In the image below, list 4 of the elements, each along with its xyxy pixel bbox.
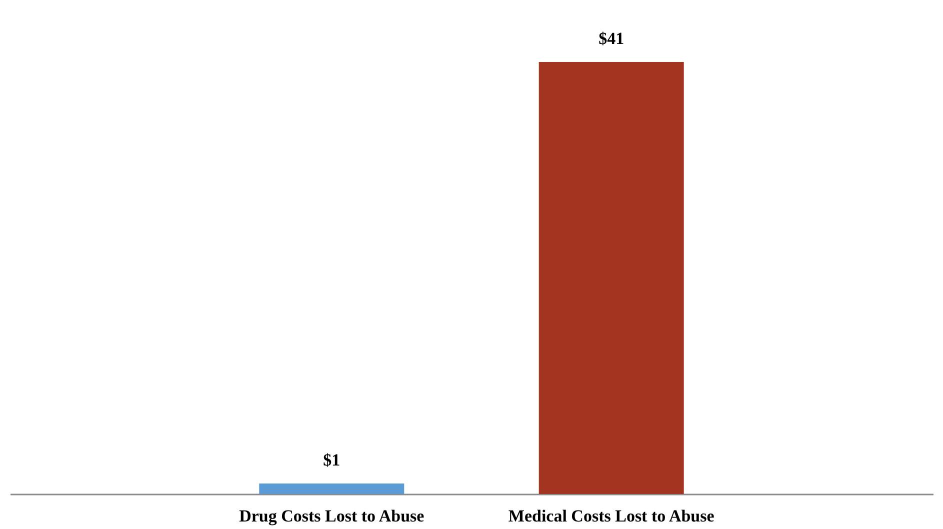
data-label: $41 bbox=[598, 29, 624, 48]
x-tick-label: Drug Costs Lost to Abuse bbox=[239, 506, 425, 526]
x-tick-label: Medical Costs Lost to Abuse bbox=[508, 506, 715, 526]
data-label: $1 bbox=[323, 450, 340, 470]
